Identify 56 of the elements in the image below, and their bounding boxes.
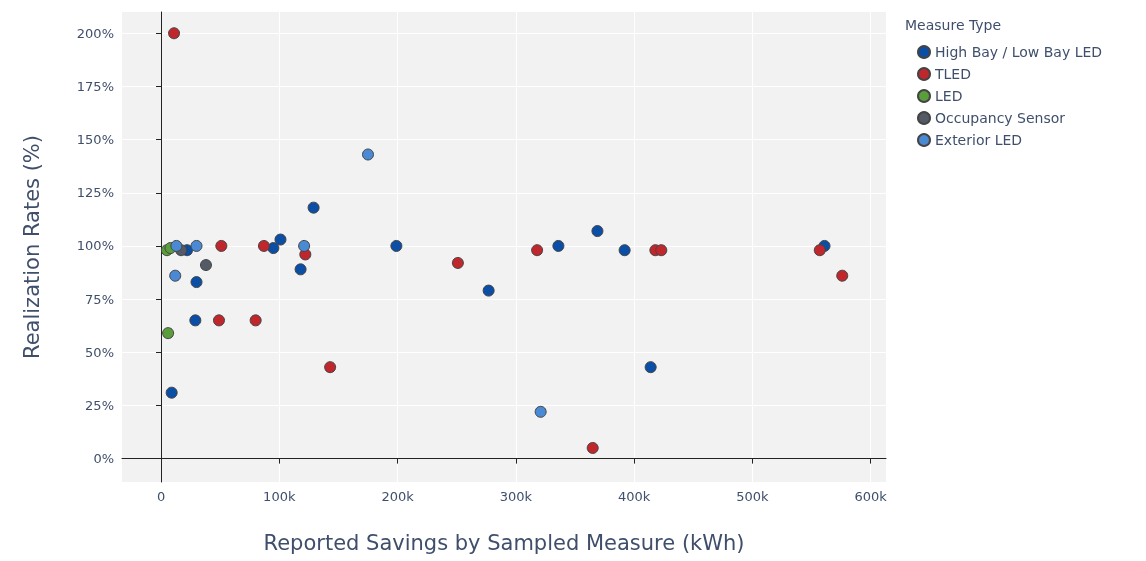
legend-label: Exterior LED	[935, 132, 1023, 148]
point	[190, 276, 203, 289]
point	[586, 441, 599, 454]
x-tick-label: 0	[156, 489, 166, 504]
y-tick-label: 125%	[76, 185, 114, 201]
legend-label: TLED	[934, 66, 971, 82]
point	[451, 256, 464, 269]
x-tick-label: 300k	[499, 489, 533, 504]
point	[162, 327, 175, 340]
point	[170, 239, 183, 252]
y-tick-label: 50%	[85, 344, 114, 360]
point	[618, 244, 631, 257]
point	[190, 239, 203, 252]
point	[168, 27, 181, 40]
point	[307, 201, 320, 214]
point	[165, 386, 178, 399]
point	[591, 225, 604, 238]
point	[212, 314, 225, 327]
y-axis-title: Realization Rates (%)	[19, 134, 44, 360]
x-tick-label: 500k	[736, 489, 769, 504]
legend-label: LED	[935, 88, 963, 104]
point	[294, 263, 307, 276]
point	[257, 239, 270, 252]
point	[813, 244, 826, 257]
point	[249, 314, 262, 327]
point	[189, 314, 202, 327]
point	[836, 269, 849, 282]
y-tick-label: 25%	[85, 397, 114, 413]
point	[644, 361, 657, 374]
point	[552, 239, 565, 252]
x-tick-label: 400k	[617, 489, 651, 504]
point	[362, 148, 374, 161]
point	[169, 269, 182, 282]
point	[274, 233, 287, 246]
point	[534, 405, 547, 418]
y-tick-label: 200%	[76, 25, 114, 41]
point	[655, 244, 668, 257]
point	[298, 239, 311, 252]
x-tick-label: 200k	[381, 489, 415, 504]
legend-label: High Bay / Low Bay LED	[935, 44, 1103, 60]
y-tick-label: 0%	[93, 451, 114, 467]
legend-title: Measure Type	[905, 17, 1002, 33]
x-tick-label: 100k	[263, 489, 296, 504]
y-tick-label: 150%	[76, 132, 114, 148]
legend-label: Occupancy Sensor	[935, 110, 1066, 126]
y-tick-label: 75%	[85, 291, 114, 307]
y-tick-label: 100%	[76, 238, 114, 254]
y-tick-label: 175%	[76, 78, 114, 94]
point	[324, 361, 337, 374]
point	[199, 259, 212, 272]
point	[482, 284, 495, 297]
x-axis-title: Reported Savings by Sampled Measure (kWh)	[263, 530, 745, 555]
point	[531, 244, 544, 257]
point	[390, 239, 403, 252]
point	[215, 239, 228, 252]
x-tick-label: 600k	[854, 489, 888, 504]
